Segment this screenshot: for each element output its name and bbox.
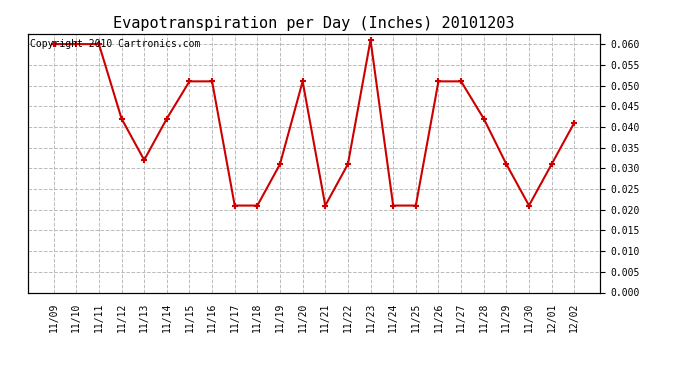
Title: Evapotranspiration per Day (Inches) 20101203: Evapotranspiration per Day (Inches) 2010… <box>113 16 515 31</box>
Text: Copyright 2010 Cartronics.com: Copyright 2010 Cartronics.com <box>30 39 201 49</box>
